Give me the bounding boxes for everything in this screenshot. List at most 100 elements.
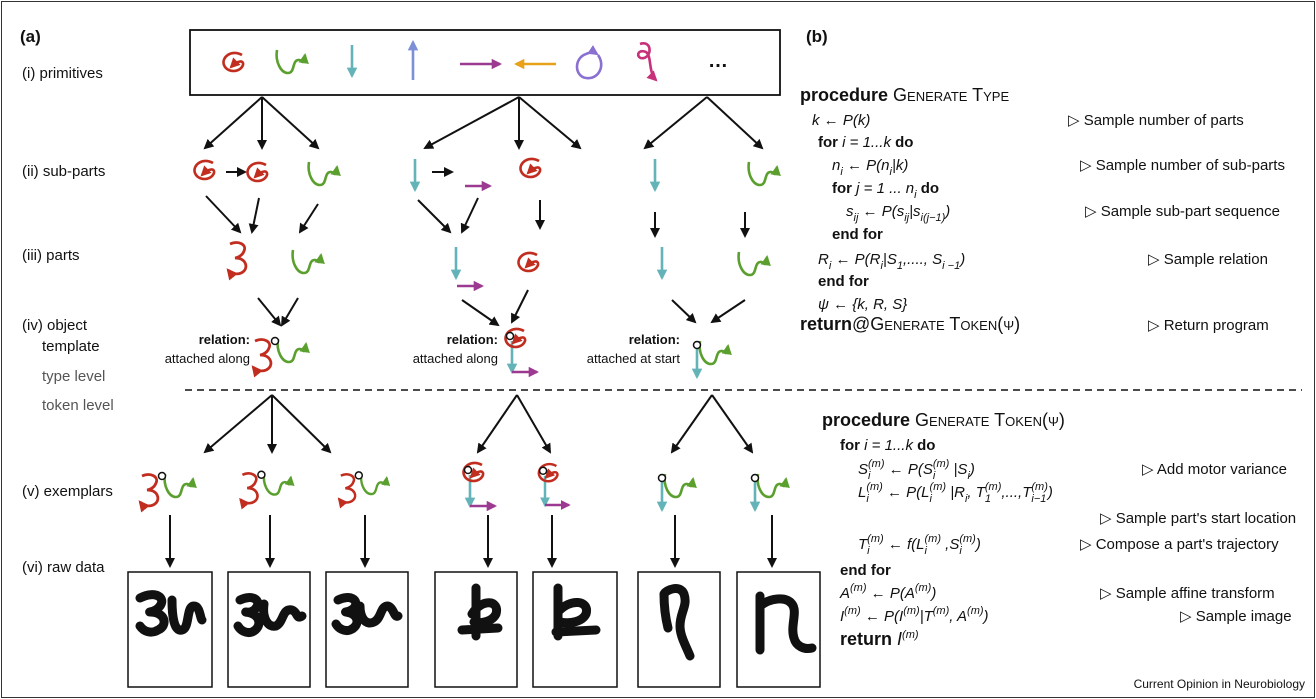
level-label: (vi) raw data <box>22 559 105 576</box>
code-line: for j = 1 ... ni do <box>832 180 939 201</box>
flow-arrow <box>252 198 259 232</box>
stroke-glyph <box>140 475 158 506</box>
flow-arrow <box>300 204 318 232</box>
code-token: ← f(L <box>884 536 925 553</box>
code-token: (m) <box>933 605 950 617</box>
code-line: return I(m) <box>840 629 919 649</box>
stroke-glyph <box>241 473 258 503</box>
code-token: i <box>867 545 870 557</box>
stroke-glyph <box>247 163 267 181</box>
code-token: (m) <box>868 458 885 470</box>
code-token: ← P(S <box>885 461 933 478</box>
code-token: i <box>930 493 933 505</box>
code-token: (m) <box>930 481 947 493</box>
panel-label: (b) <box>806 27 828 46</box>
stroke-glyph <box>309 162 337 185</box>
code-line: I(m) ← P(I(m)|T(m), A(m)) <box>840 605 989 625</box>
relation-text: attached at start <box>587 351 681 366</box>
code-token: i <box>959 545 962 557</box>
code-token: @Generate Token(ψ) <box>852 314 1020 334</box>
attach-point <box>752 475 759 482</box>
code-token: procedure <box>800 85 888 105</box>
flow-arrow <box>707 97 762 148</box>
flow-arrow <box>462 198 478 232</box>
code-token: procedure <box>822 410 910 430</box>
stroke-glyph <box>253 340 271 371</box>
flow-arrow <box>712 395 752 452</box>
code-token: end for <box>818 273 869 290</box>
code-token: (m) <box>903 605 920 617</box>
flow-arrow <box>672 395 712 452</box>
code-comment: ▷ Sample affine transform <box>1100 585 1275 602</box>
credit: Current Opinion in Neurobiology <box>1134 677 1305 691</box>
code-token: (m) <box>866 481 883 493</box>
stroke-glyph <box>665 474 693 497</box>
code-line: sij ← P(sij|si(j−1)) <box>846 203 950 224</box>
code-token: , A <box>949 608 967 625</box>
stroke-glyph <box>518 253 538 271</box>
code-token: (m) <box>850 582 867 594</box>
attach-point <box>355 472 362 479</box>
code-line: end for <box>818 273 869 290</box>
code-token: Generate Type <box>888 85 1009 105</box>
code-comment: ▷ Sample number of sub-parts <box>1080 157 1285 174</box>
relation-text: attached along <box>413 351 498 366</box>
stroke-glyph <box>700 341 728 364</box>
stroke-glyph <box>739 252 767 275</box>
flow-arrow <box>462 300 498 325</box>
code-token: ← P(n <box>843 157 890 174</box>
stroke-glyph <box>520 159 540 177</box>
code-token: |S <box>949 461 967 478</box>
code-token: (m) <box>844 605 861 617</box>
code-token: |k) <box>892 157 908 174</box>
code-token: L <box>858 484 866 501</box>
code-token: i <box>925 545 928 557</box>
flow-arrow <box>645 97 707 148</box>
code-token: ) <box>958 251 965 268</box>
flow-arrow <box>272 395 330 452</box>
code-token: R <box>818 251 829 268</box>
code-token: (m) <box>915 582 932 594</box>
flow-arrow <box>205 97 262 148</box>
code-line: procedure Generate Type <box>800 85 1009 105</box>
code-line: end for <box>832 226 883 243</box>
code-token: ,S <box>941 536 959 553</box>
code-token: ) <box>974 536 981 553</box>
flow-arrow <box>262 97 318 148</box>
relation-text: attached along <box>165 351 250 366</box>
flow-arrow <box>282 298 298 325</box>
code-token: ,...,T <box>1001 484 1033 501</box>
code-token: ) <box>943 203 950 220</box>
figure: (a) (b) (i) primitives (ii) sub-parts (i… <box>0 0 1316 699</box>
code-comment: ▷ Sample sub-part sequence <box>1085 203 1280 220</box>
code-comment: ▷ Return program <box>1148 317 1269 334</box>
code-token: (m) <box>959 533 976 545</box>
code-token: n <box>832 157 840 174</box>
level-label: (v) exemplars <box>22 483 113 500</box>
code-token: (m) <box>925 533 942 545</box>
code-token: do <box>921 180 939 197</box>
code-token: for <box>818 134 838 151</box>
code-token: (m) <box>985 481 1002 493</box>
code-token: A <box>839 585 850 602</box>
code-token: ← P(R <box>831 251 880 268</box>
code-line: Ri ← P(Ri|S1,...., Si −1) <box>818 251 965 272</box>
ellipsis: … <box>708 50 728 72</box>
code-line: Si(m) ← P(Si(m) |Si) <box>858 458 975 482</box>
code-token: i = 1...k <box>860 437 917 454</box>
code-comment: ▷ Sample number of parts <box>1068 112 1244 129</box>
attach-point <box>465 467 472 474</box>
code-token: |s <box>909 203 921 220</box>
code-token: (m) <box>867 533 884 545</box>
code-token: (m) <box>967 605 984 617</box>
code-token: , T <box>967 484 986 501</box>
code-token: i−1 <box>1031 493 1046 505</box>
level-label: (iv) object <box>22 317 88 334</box>
code-token: S <box>858 461 868 478</box>
relation-label: relation: <box>629 332 680 347</box>
code-token: i(j−1) <box>921 212 946 224</box>
code-line: return@Generate Token(ψ) <box>800 314 1020 334</box>
code-token: end for <box>832 226 883 243</box>
relation-label: relation: <box>447 332 498 347</box>
